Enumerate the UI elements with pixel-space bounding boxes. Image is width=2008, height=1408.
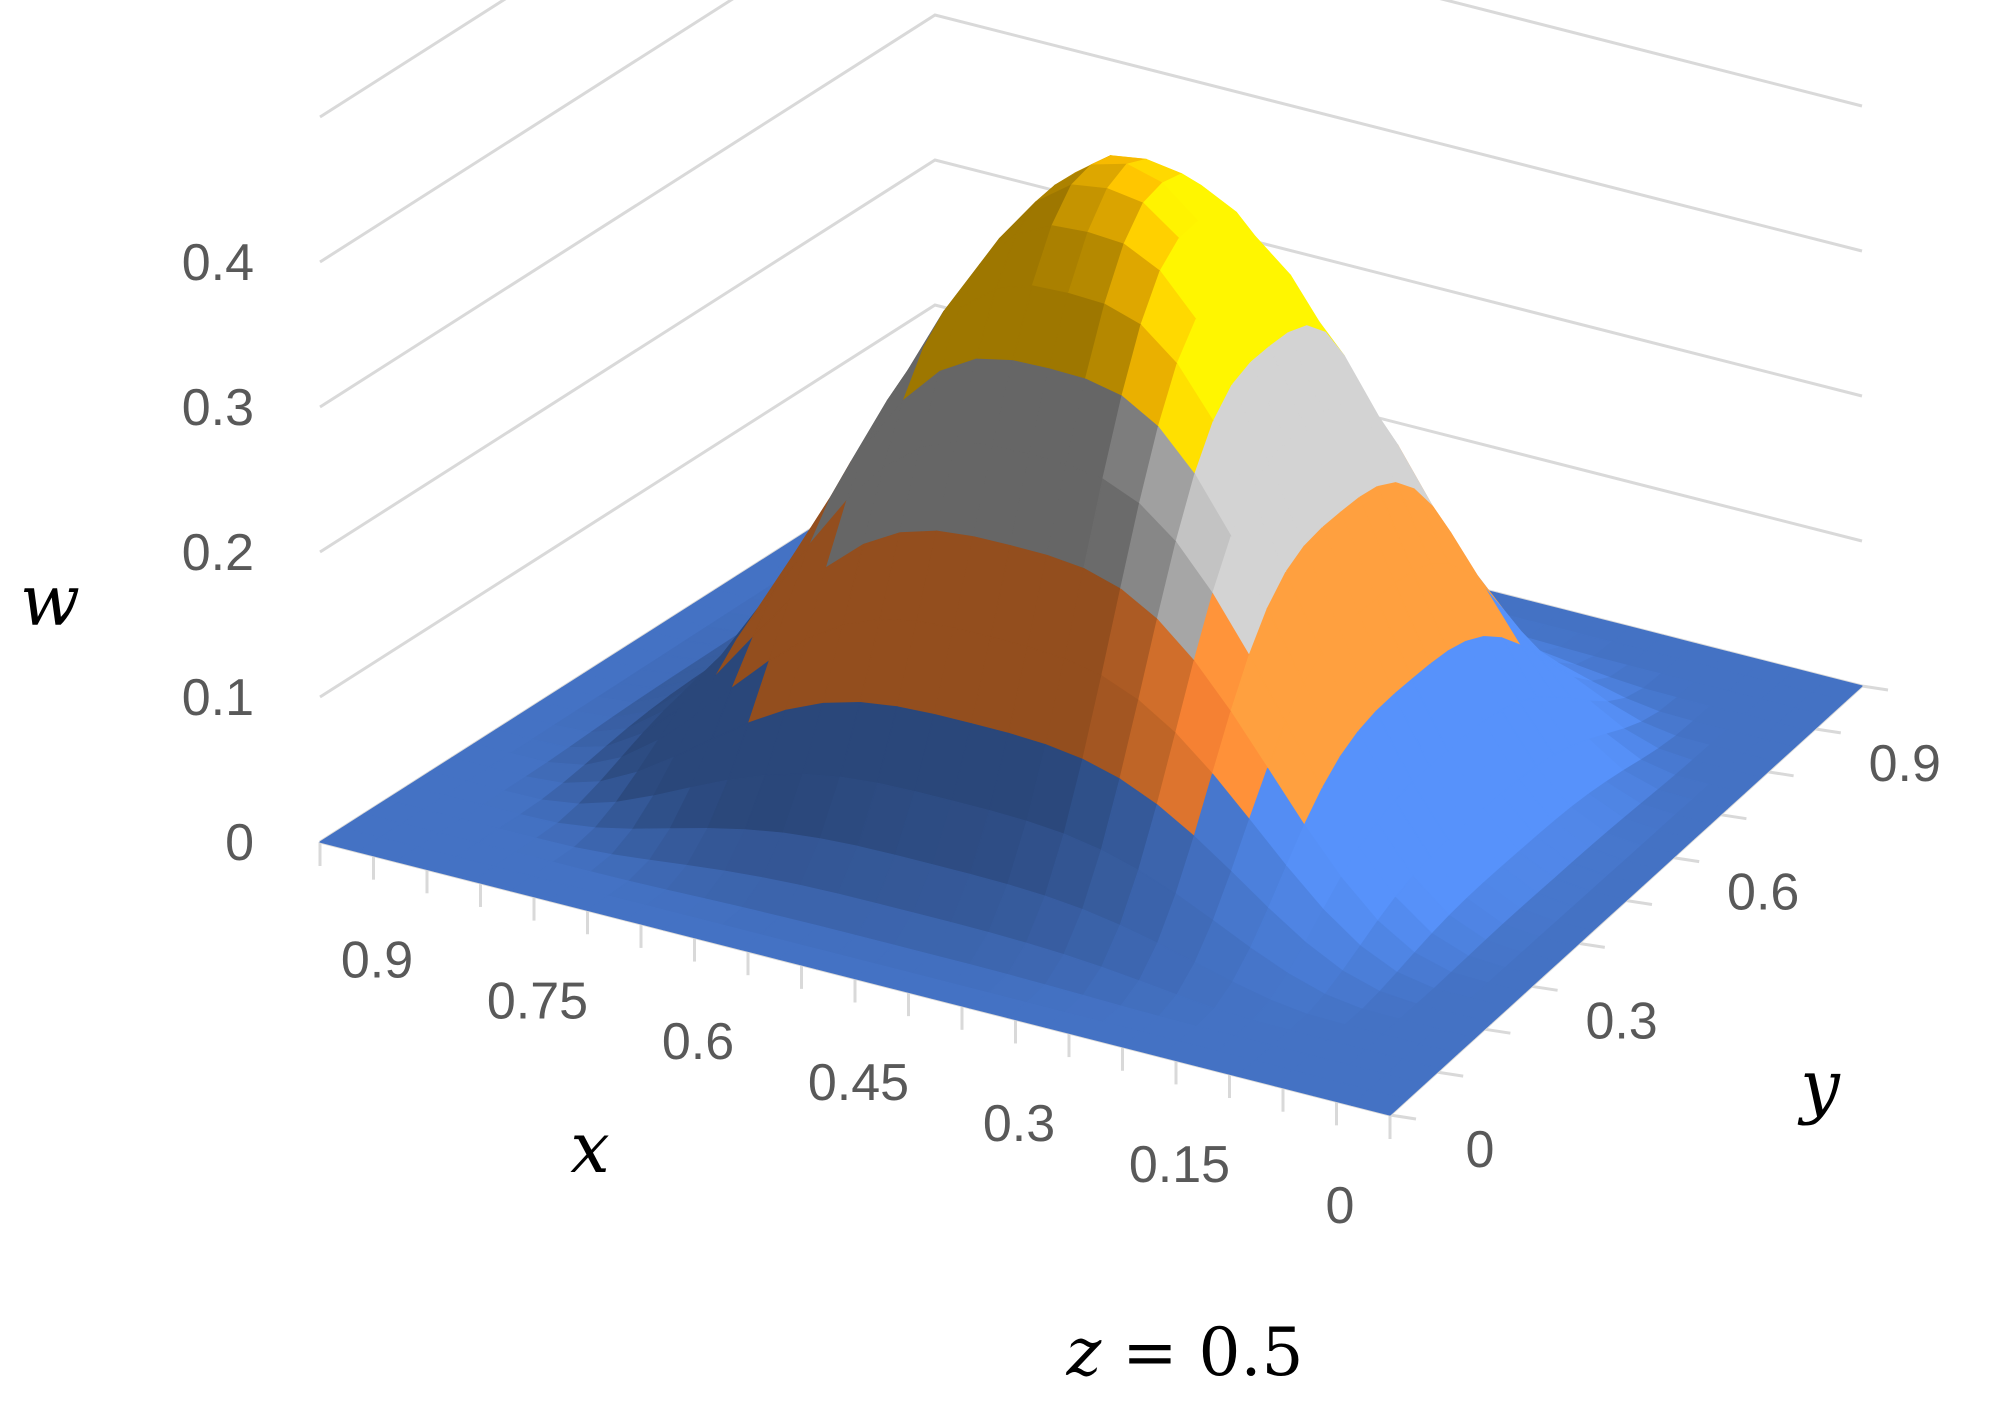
w-tick-label-4: 0.4 bbox=[182, 234, 254, 292]
y-tick-mark-0 bbox=[1389, 1113, 1417, 1121]
x-tick-label-4: 0.6 bbox=[662, 1013, 734, 1071]
y-tick-label-3: 0.9 bbox=[1869, 735, 1941, 793]
y-tick-mark-10 bbox=[1861, 684, 1889, 692]
surface-mesh bbox=[319, 155, 1863, 1116]
x-tick-label-6: 0.9 bbox=[341, 931, 413, 989]
y-tick-mark-4 bbox=[1578, 941, 1606, 949]
x-tick-label-2: 0.3 bbox=[983, 1095, 1055, 1153]
y-tick-mark-3 bbox=[1531, 984, 1558, 992]
surface-facet bbox=[1351, 1089, 1408, 1116]
y-tick-label-2: 0.6 bbox=[1727, 864, 1799, 922]
w-tick-label-3: 0.3 bbox=[182, 379, 254, 437]
x-tick-label-5: 0.75 bbox=[487, 972, 588, 1030]
w-gridline-top bbox=[319, 0, 507, 119]
w-tick-label-1: 0.1 bbox=[182, 669, 254, 727]
y-tick-mark-6 bbox=[1672, 856, 1700, 864]
y-tick-mark-1 bbox=[1436, 1070, 1464, 1078]
y-tick-label-1: 0.3 bbox=[1585, 992, 1657, 1050]
caption-value: = 0.5 bbox=[1101, 1314, 1303, 1391]
w-axis-tick-labels: 0 0.1 0.2 0.3 0.4 bbox=[182, 234, 254, 872]
y-tick-label-0: 0 bbox=[1466, 1121, 1495, 1179]
y-tick-mark-2 bbox=[1484, 1027, 1511, 1035]
y-tick-mark-5 bbox=[1625, 899, 1653, 906]
w-tick-label-0: 0 bbox=[225, 814, 254, 872]
y-axis-tick-labels: 0 0.3 0.6 0.9 bbox=[1466, 735, 1941, 1179]
y-axis-title: y bbox=[1797, 1045, 1841, 1127]
w-gridline-3 bbox=[319, 13, 1863, 409]
y-tick-mark-8 bbox=[1767, 770, 1794, 778]
y-tick-mark-9 bbox=[1814, 727, 1842, 735]
x-axis-title: x bbox=[570, 1107, 609, 1189]
x-axis-tick-labels: 0 0.15 0.3 0.45 0.6 0.75 0.9 bbox=[341, 931, 1355, 1235]
caption-variable: z bbox=[1065, 1314, 1102, 1391]
x-tick-label-3: 0.45 bbox=[808, 1054, 909, 1112]
y-tick-mark-7 bbox=[1720, 813, 1747, 821]
w-gridline-1 bbox=[319, 303, 1863, 699]
w-gridline-2 bbox=[319, 158, 1863, 554]
x-tick-label-0: 0 bbox=[1326, 1177, 1355, 1235]
w-tick-label-2: 0.2 bbox=[182, 524, 254, 582]
w-axis-title: w bbox=[20, 560, 80, 642]
chart-caption: z = 0.5 bbox=[1065, 1314, 1303, 1391]
x-tick-label-1: 0.15 bbox=[1129, 1136, 1230, 1194]
w-gridline-4 bbox=[319, 0, 1863, 264]
